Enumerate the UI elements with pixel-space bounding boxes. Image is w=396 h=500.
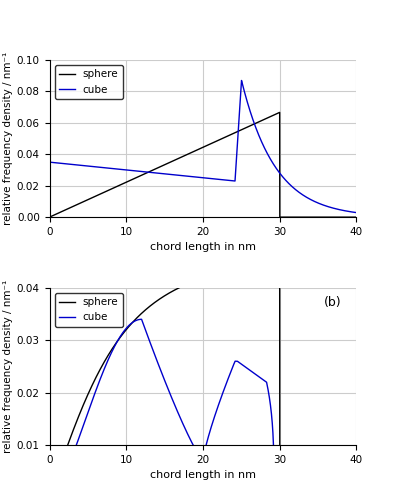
Line: cube: cube	[50, 320, 356, 498]
sphere	[334, 214, 339, 220]
sphere	[244, 124, 249, 130]
sphere	[244, 264, 249, 270]
sphere	[354, 494, 359, 500]
cube	[354, 210, 359, 216]
sphere	[233, 130, 238, 136]
cube	[239, 78, 244, 84]
sphere	[277, 259, 282, 265]
cube	[267, 154, 272, 160]
Legend: sphere, cube: sphere, cube	[55, 293, 123, 326]
cube	[124, 167, 128, 173]
sphere	[334, 494, 339, 500]
cube	[124, 326, 128, 332]
Line: cube: cube	[50, 80, 356, 212]
Line: sphere: sphere	[50, 112, 356, 217]
sphere	[277, 494, 282, 500]
sphere	[124, 327, 128, 333]
cube	[334, 206, 339, 212]
Y-axis label: relative frequency density / nm⁻¹: relative frequency density / nm⁻¹	[3, 280, 13, 453]
cube	[233, 176, 238, 182]
sphere	[47, 494, 52, 500]
cube	[139, 316, 144, 322]
X-axis label: chord length in nm: chord length in nm	[150, 470, 256, 480]
Line: sphere: sphere	[50, 262, 356, 498]
Y-axis label: relative frequency density / nm⁻¹: relative frequency density / nm⁻¹	[3, 52, 13, 225]
cube	[244, 96, 249, 102]
cube	[334, 494, 339, 500]
cube	[233, 358, 238, 364]
sphere	[267, 114, 272, 120]
sphere	[233, 266, 238, 272]
sphere	[192, 148, 197, 154]
sphere	[124, 180, 128, 186]
cube	[192, 445, 197, 451]
X-axis label: chord length in nm: chord length in nm	[150, 242, 256, 252]
Legend: sphere, cube: sphere, cube	[55, 65, 123, 99]
Text: (b): (b)	[324, 296, 341, 308]
sphere	[277, 110, 282, 116]
cube	[47, 159, 52, 165]
sphere	[47, 214, 52, 220]
sphere	[354, 214, 359, 220]
sphere	[192, 278, 197, 284]
cube	[192, 174, 197, 180]
cube	[354, 494, 359, 500]
cube	[244, 365, 249, 371]
cube	[47, 494, 52, 500]
cube	[267, 394, 272, 400]
sphere	[267, 260, 272, 266]
